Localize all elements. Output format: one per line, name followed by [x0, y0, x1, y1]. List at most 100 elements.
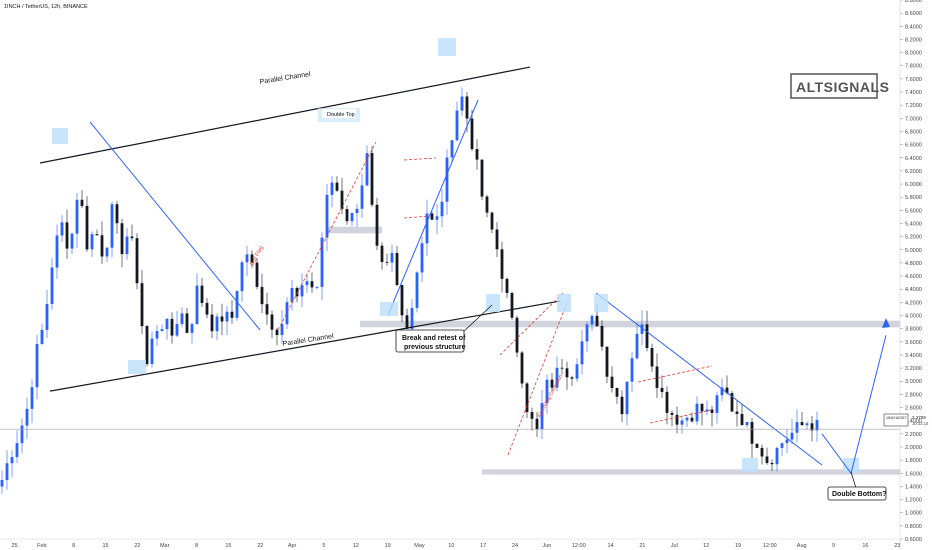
candle-body	[425, 213, 429, 244]
candle-body	[585, 324, 589, 342]
candle-body	[710, 409, 714, 413]
callout-break-line1: Break and retest of	[402, 335, 466, 342]
x-tick-label: 15	[225, 543, 231, 549]
x-ticks: 25 Feb 8 15 22 Mar 8 15 22 Apr 5 12 19 May 10 17 24 Jun 12…	[11, 543, 900, 549]
candle-body	[40, 329, 44, 344]
y-tick-label: 3.4000	[905, 353, 922, 359]
highlight-box-may-high	[438, 38, 456, 56]
x-tick-label: 19	[385, 543, 391, 549]
x-tick-label: 17	[480, 543, 486, 549]
x-tick-label: 21	[639, 543, 645, 549]
candle-body	[765, 456, 769, 464]
candle-body	[770, 463, 774, 465]
candle-body	[645, 324, 649, 349]
y-tick-label: 1.0000	[905, 511, 922, 517]
x-tick-label: 10	[448, 543, 454, 549]
candle-body	[505, 278, 509, 293]
candle-body	[205, 302, 209, 315]
candle-body	[155, 330, 159, 339]
candle-body	[335, 182, 339, 191]
candle-body	[750, 421, 754, 444]
candle-body	[110, 204, 114, 248]
candle-body	[660, 387, 664, 392]
highlight-box-june-top-a	[557, 294, 571, 312]
candle-body	[785, 439, 789, 444]
candle-body	[250, 254, 254, 263]
candle-body	[625, 381, 629, 415]
y-tick-label: 2.0000	[905, 445, 922, 451]
candle-body	[535, 418, 539, 430]
trendline-june-descent	[595, 292, 823, 466]
candle-body	[310, 281, 314, 288]
candle-body	[665, 391, 669, 413]
callout-break-connector	[461, 304, 493, 334]
dashed-april-upper	[403, 157, 437, 161]
callout-break-box	[395, 329, 465, 353]
callout-double-bottom-connector	[850, 471, 857, 489]
y-tick-label: 1.2000	[905, 498, 922, 504]
candle-body	[740, 413, 744, 426]
candle-body	[85, 205, 89, 250]
y-tick-label: 4.2000	[905, 300, 922, 306]
candle-body	[565, 368, 569, 378]
x-tick-label: 22	[257, 543, 263, 549]
candle-body	[180, 313, 184, 325]
y-tick-label: 5.0000	[905, 248, 922, 254]
candle-body	[735, 411, 739, 414]
candle-body	[755, 443, 759, 448]
candle-body	[345, 209, 349, 222]
candle-body	[545, 379, 549, 403]
y-tick-label: 6.6000	[905, 143, 922, 149]
candle-body	[270, 314, 274, 330]
candle-body	[485, 196, 489, 213]
candle-body	[805, 423, 809, 426]
y-tick-label: 8.6000	[905, 11, 922, 17]
candle-body	[815, 419, 819, 431]
candle-body	[165, 318, 169, 330]
candle-body	[190, 324, 194, 333]
candle-body	[25, 408, 29, 426]
y-tick-label: 8.8000	[905, 0, 922, 4]
candle-body	[265, 304, 269, 315]
candle-body	[705, 409, 709, 412]
candle-body	[320, 237, 324, 287]
candle-body	[30, 387, 34, 409]
y-tick-label: 5.6000	[905, 208, 922, 214]
candle-body	[460, 96, 464, 111]
candle-body	[105, 247, 109, 257]
candle-body	[415, 272, 419, 308]
candle-body	[790, 432, 794, 440]
candle-body	[150, 338, 154, 365]
candle-body	[635, 333, 639, 359]
candle-body	[210, 314, 214, 332]
y-tick-label: 3.2000	[905, 366, 922, 372]
candle-body	[795, 422, 799, 433]
channel-lower-line	[49, 300, 561, 392]
candle-body	[20, 425, 24, 444]
candle-body	[570, 377, 574, 379]
x-tick-label: 9	[832, 543, 835, 549]
highlight-box-feb-low	[128, 360, 146, 374]
candle-body	[100, 235, 104, 257]
y-tick-label: 3.6000	[905, 340, 922, 346]
candle-body	[650, 348, 654, 367]
y-tick-label: 4.8000	[905, 261, 922, 267]
candle-body	[380, 245, 384, 262]
candle-body	[135, 238, 139, 284]
candle-body	[685, 417, 689, 421]
x-tick-label: 12:00	[763, 543, 777, 549]
candle-body	[405, 315, 409, 329]
callout-double-bottom-label: Double Bottom?	[832, 491, 886, 498]
dashed-july-upper	[637, 365, 713, 383]
candle-body	[300, 285, 304, 297]
candle-body	[160, 329, 164, 331]
candle-body	[455, 110, 459, 141]
candle-body	[5, 463, 9, 481]
candle-body	[450, 140, 454, 158]
candle-body	[80, 199, 84, 206]
candle-body	[430, 213, 434, 220]
candle-body	[525, 383, 529, 413]
y-tick-label: 0.8000	[905, 524, 922, 530]
zones	[326, 226, 900, 475]
candle-body	[145, 326, 149, 365]
